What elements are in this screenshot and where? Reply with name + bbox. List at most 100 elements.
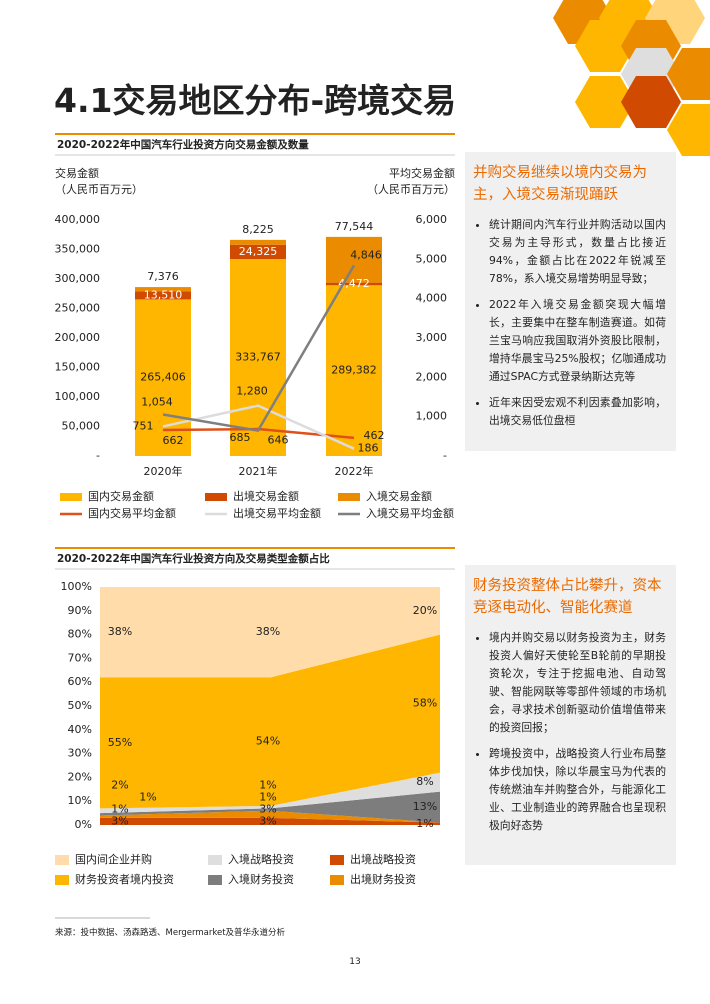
area-series (100, 772, 440, 814)
page-number: 13 (349, 957, 361, 967)
area-series (100, 817, 440, 825)
y-tick-label: 50% (68, 699, 92, 712)
legend-label: 国内交易金额 (88, 489, 154, 503)
legend-swatch (330, 855, 344, 865)
bullet-list: 境内并购交易以财务投资为主，财务投资人偏好天使轮至B轮前的早期投资轮次，专注于挖… (473, 629, 666, 835)
legend-swatch (205, 493, 227, 501)
y-tick-label: 350,000 (55, 243, 101, 256)
legend-label: 出境交易平均金额 (233, 506, 321, 520)
sidebar: 财务投资整体占比攀升，资本竞逐电动化、智能化赛道 境内并购交易以财务投资为主，财… (465, 565, 676, 865)
legend-swatch (330, 875, 344, 885)
bar-segment (326, 236, 382, 283)
legend-label: 入境交易平均金额 (366, 506, 454, 520)
source-note: 来源：投中数据、汤森路透、Mergermarket及普华永道分析 (55, 928, 286, 938)
x-tick-label: 2022年 (335, 464, 374, 478)
y2-axis-title: （人民币百万元） (367, 183, 455, 196)
legend-label: 入境交易金额 (366, 489, 432, 503)
y2-tick-label: 5,000 (416, 252, 448, 265)
data-label: 58% (413, 697, 437, 710)
data-label: 1% (416, 817, 433, 830)
y-tick-label: 20% (68, 770, 92, 783)
bar-segment (135, 287, 191, 292)
legend-label: 入境战略投资 (228, 852, 294, 866)
y-tick-label: - (96, 449, 100, 462)
y-tick-label: 100% (61, 580, 92, 593)
data-label: 4,846 (350, 248, 382, 261)
data-label: 751 (133, 419, 154, 432)
data-label: 77,544 (335, 220, 374, 233)
area-series (100, 634, 440, 809)
bar-segment (230, 244, 286, 260)
bar-segment (326, 282, 382, 286)
data-label: 3% (111, 814, 128, 827)
x-tick-label: 2020年 (144, 464, 183, 478)
data-label: 7,376 (147, 270, 179, 283)
data-label: 13% (413, 800, 437, 813)
data-label: 54% (256, 735, 280, 748)
data-label: 1% (139, 790, 156, 803)
legend-label: 出境财务投资 (350, 872, 416, 886)
legend-label: 出境战略投资 (350, 852, 416, 866)
bar-segment (326, 285, 382, 456)
data-label: 1,054 (141, 396, 173, 409)
y-tick-label: 250,000 (55, 302, 101, 315)
area-series (100, 791, 440, 823)
bullet: 2022年入境交易金额突现大幅增长，主要集中在整车制造赛道。如荷兰宝马响应我国取… (489, 296, 666, 386)
data-label: 24,325 (239, 245, 278, 258)
bar-segment (230, 239, 286, 245)
area-series (100, 587, 440, 678)
data-label: 646 (268, 434, 289, 447)
y-tick-label: 10% (68, 794, 92, 807)
data-label: 8% (416, 775, 433, 788)
y-tick-label: 90% (68, 604, 92, 617)
legend-swatch (55, 875, 69, 885)
y2-tick-label: 6,000 (416, 213, 448, 226)
y-tick-label: 80% (68, 628, 92, 641)
y-axis-title: （人民币百万元） (55, 183, 143, 196)
x-tick-label: 2021年 (239, 464, 278, 478)
data-label: 20% (413, 604, 437, 617)
bullet-list: 统计期间内汽车行业并购活动以国内交易为主导形式，数量占比接近94%，金额占比在2… (473, 216, 666, 430)
data-label: 289,382 (331, 364, 377, 377)
bar-segment (230, 259, 286, 456)
data-label: 38% (108, 625, 132, 638)
line-series (162, 264, 356, 432)
data-label: 685 (230, 431, 251, 444)
y2-tick-label: 3,000 (416, 331, 448, 344)
data-label: 462 (364, 429, 385, 442)
y-tick-label: 300,000 (55, 272, 101, 285)
legend-swatch (338, 493, 360, 501)
y-axis-title: 交易金额 (55, 166, 99, 180)
data-label: 662 (163, 434, 184, 447)
data-label: 1% (259, 790, 276, 803)
data-label: 8,225 (242, 223, 274, 236)
legend-swatch (208, 875, 222, 885)
data-label: 1% (111, 802, 128, 815)
chart-title: 2020-2022年中国汽车行业投资方向及交易类型金额占比 (57, 552, 330, 565)
hexagon-decor (553, 0, 710, 156)
bullet: 近年来因受宏观不利因素叠加影响，出境交易低位盘桓 (489, 394, 666, 430)
y-tick-label: 40% (68, 723, 92, 736)
y-tick-label: 50,000 (62, 420, 101, 433)
legend-label: 国内间企业并购 (75, 852, 152, 866)
y-tick-label: 70% (68, 651, 92, 664)
y-tick-label: 400,000 (55, 213, 101, 226)
bullet: 境内并购交易以财务投资为主，财务投资人偏好天使轮至B轮前的早期投资轮次，专注于挖… (489, 629, 666, 737)
legend-swatch (208, 855, 222, 865)
y-tick-label: 0% (75, 818, 92, 831)
area-series (100, 810, 440, 823)
data-label: 13,510 (144, 288, 183, 301)
legend-label: 入境财务投资 (228, 872, 294, 886)
y2-tick-label: 2,000 (416, 370, 448, 383)
chart-title: 2020-2022年中国汽车行业投资方向交易金额及数量 (57, 138, 309, 151)
bullet: 统计期间内汽车行业并购活动以国内交易为主导形式，数量占比接近94%，金额占比在2… (489, 216, 666, 288)
sidebar: 并购交易继续以境内交易为主，入境交易渐现踊跃 统计期间内汽车行业并购活动以国内交… (465, 152, 676, 451)
data-label: 3% (259, 814, 276, 827)
page-title: 4.1交易地区分布-跨境交易 (54, 81, 457, 120)
data-label: 2% (111, 778, 128, 791)
data-label: 265,406 (140, 371, 186, 384)
y2-tick-label: 4,000 (416, 292, 448, 305)
